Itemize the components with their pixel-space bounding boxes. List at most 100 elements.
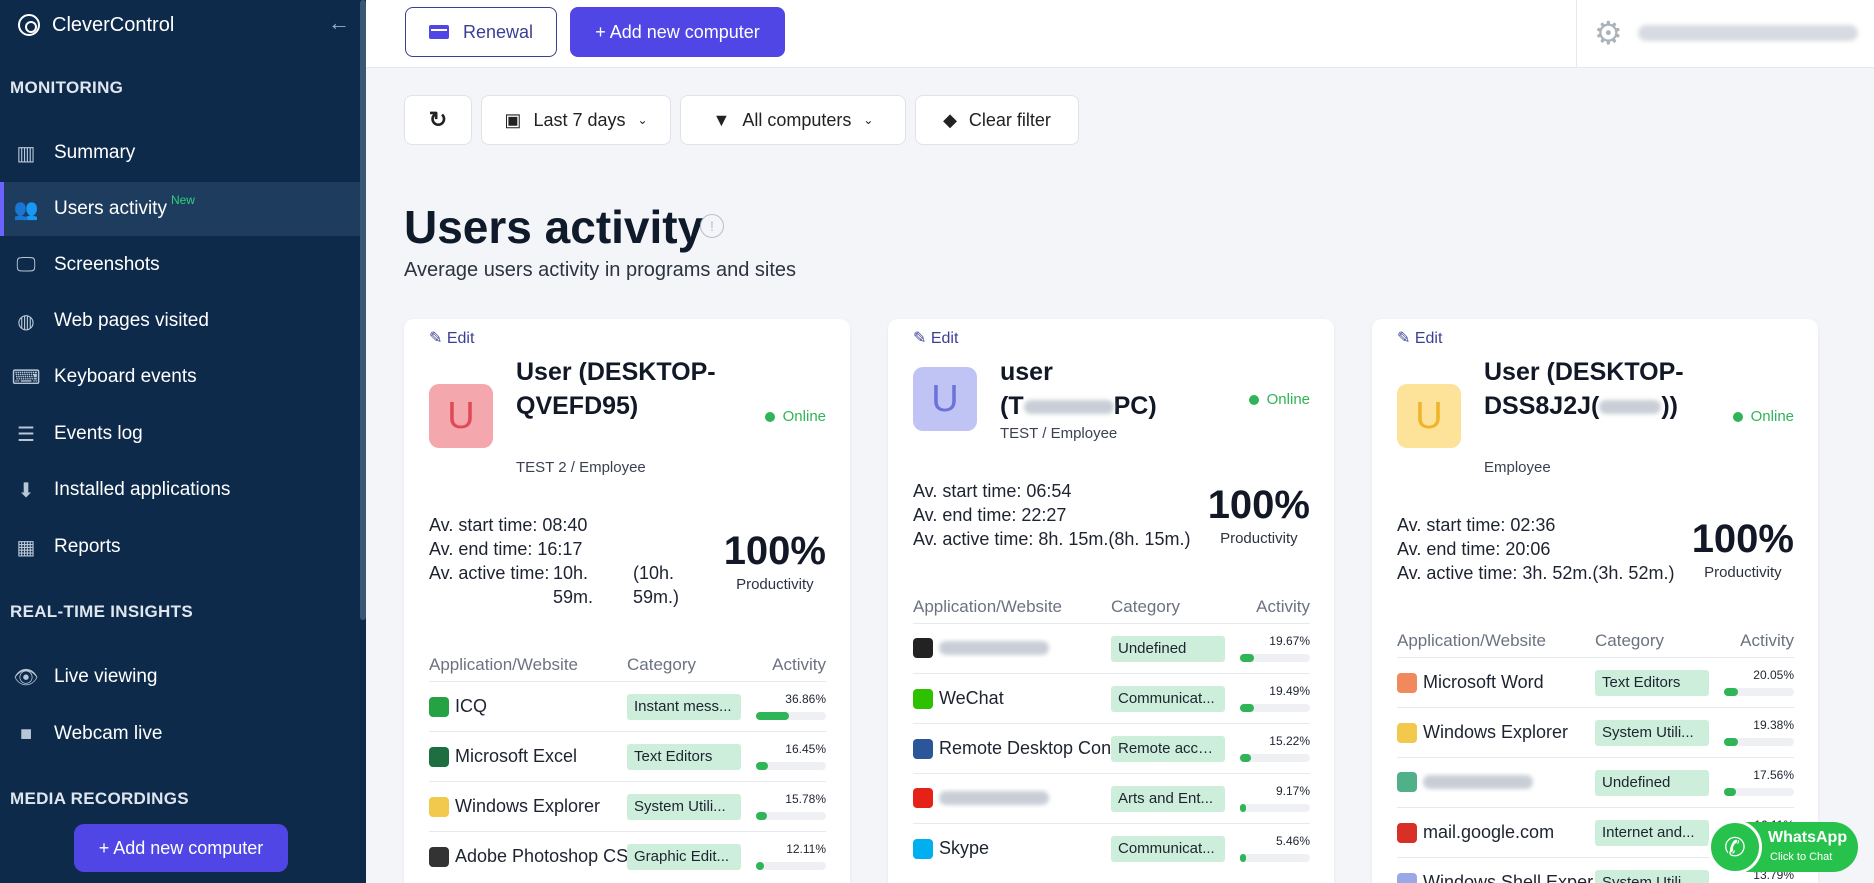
computers-filter[interactable]: ▼ All computers ⌄: [680, 95, 906, 145]
gear-icon[interactable]: ⚙: [1594, 15, 1623, 51]
download-box-icon: ⬇: [17, 479, 35, 502]
table-row[interactable]: Windows Explorer System Utili... 15.78%: [429, 781, 826, 831]
new-badge: New: [170, 193, 195, 207]
activity-value: 20.05%: [1753, 668, 1794, 682]
blurred-app-name: [1423, 775, 1533, 789]
folder-icon: [429, 796, 449, 817]
user-stats: Av. start time: 06:54 Av. end time: 22:2…: [913, 479, 1190, 551]
renewal-button[interactable]: Renewal: [405, 7, 557, 57]
collapse-arrow-icon[interactable]: ←: [328, 10, 350, 35]
user-email-blurred[interactable]: [1638, 25, 1858, 41]
sidebar-item-label: Web pages visited: [54, 310, 209, 331]
table-row[interactable]: WeChat Communicat... 19.49%: [913, 673, 1310, 723]
user-name: User (DESKTOP-QVEFD95): [516, 358, 716, 420]
sidebar-item-events-log[interactable]: ☰ Events log: [0, 407, 360, 461]
table-row[interactable]: Skype Communicat... 5.46%: [913, 823, 1310, 873]
sidebar-item-label: Summary: [54, 142, 136, 163]
topbar-divider: [1576, 0, 1577, 68]
end-time: Av. end time: 22:27: [913, 505, 1067, 525]
activity-bar-fill: [1240, 704, 1254, 712]
sidebar-item-reports[interactable]: ▦ Reports: [0, 520, 360, 574]
activity-bar-fill: [1724, 688, 1739, 696]
sidebar-item-label: Live viewing: [54, 666, 158, 687]
activity-bar-fill: [1724, 738, 1738, 746]
refresh-icon: ↻: [428, 107, 448, 132]
chevron-down-icon: ⌄: [863, 113, 874, 127]
category-badge: System Utili...: [627, 794, 741, 820]
app-icon: [1397, 772, 1417, 792]
grid-icon: ▦: [16, 536, 36, 559]
activity-value: 36.86%: [785, 692, 826, 706]
activity-bar: [756, 812, 826, 820]
category-badge: Text Editors: [627, 744, 741, 770]
sidebar-item-summary[interactable]: ▥ Summary: [0, 126, 360, 180]
add-computer-button[interactable]: + Add new computer: [570, 7, 785, 57]
folder-icon: [1397, 722, 1417, 743]
activity-bar-fill: [1240, 654, 1254, 662]
sidebar-item-web-pages[interactable]: ◍ Web pages visited: [0, 294, 360, 348]
skype-icon: [913, 838, 933, 859]
activity-value: 9.17%: [1275, 784, 1310, 798]
activity-bar: [1240, 754, 1310, 762]
productivity-value: 100%: [1691, 517, 1794, 561]
sidebar-item-screenshots[interactable]: 🖵 Screenshots: [0, 238, 360, 292]
credit-card-icon: [428, 25, 449, 39]
activity-value: 15.22%: [1269, 734, 1310, 748]
active-time-label: Av. active time:: [429, 563, 550, 583]
sidebar-item-users-activity[interactable]: 👥 Users activity New: [0, 182, 360, 236]
list-icon: ☰: [17, 423, 35, 446]
refresh-button[interactable]: ↻: [404, 95, 472, 145]
gmail-icon: [1397, 822, 1417, 843]
edit-link[interactable]: ✎ Edit: [1397, 330, 1443, 347]
sidebar-item-webcam-live[interactable]: ■ Webcam live: [0, 707, 360, 761]
table-row[interactable]: ICQ Instant mess... 36.86%: [429, 681, 826, 731]
sidebar-item-label: Keyboard events: [54, 366, 197, 387]
activity-value: 19.67%: [1269, 634, 1310, 648]
info-icon[interactable]: !: [700, 214, 724, 238]
table-row[interactable]: Adobe Photoshop CS Graphic Edit... 12.11%: [429, 831, 826, 881]
blurred-app-name: [939, 641, 1049, 655]
brand[interactable]: CleverControl: [18, 10, 174, 40]
clear-filter-button[interactable]: ◆ Clear filter: [915, 95, 1079, 145]
sidebar-scrollbar[interactable]: [360, 0, 366, 620]
video-camera-icon: ■: [19, 722, 33, 745]
sidebar-add-computer-button[interactable]: + Add new computer: [74, 824, 288, 872]
calendar-icon: ▣: [504, 109, 522, 130]
avatar: U: [913, 367, 977, 431]
table-row[interactable]: Microsoft Word Text Editors 20.05%: [1397, 657, 1794, 707]
sidebar-item-installed-apps[interactable]: ⬇ Installed applications: [0, 463, 360, 517]
blurred-app-name: [939, 791, 1049, 805]
sidebar-item-label: Webcam live: [54, 723, 163, 744]
activity-bar-fill: [756, 812, 768, 820]
activity-bar: [1240, 804, 1310, 812]
sidebar-item-live-viewing[interactable]: 👁 Live viewing: [0, 650, 360, 704]
edit-link[interactable]: ✎ Edit: [913, 330, 959, 347]
whatsapp-chat-button[interactable]: WhatsApp Click to Chat: [1708, 820, 1858, 874]
app-name: mail.google.com: [1397, 822, 1595, 843]
activity-bar: [1240, 854, 1310, 862]
sidebar-item-keyboard-events[interactable]: ⌨ Keyboard events: [0, 350, 360, 404]
table-row[interactable]: Undefined 17.56%: [1397, 757, 1794, 807]
page-subtitle: Average users activity in programs and s…: [404, 259, 797, 281]
table-row[interactable]: Microsoft Excel Text Editors 16.45%: [429, 731, 826, 781]
section-realtime: REAL-TIME INSIGHTS: [10, 602, 193, 621]
table-row[interactable]: Undefined 19.67%: [913, 623, 1310, 673]
user-tag: Employee: [1484, 459, 1551, 476]
start-time: Av. start time: 08:40: [429, 515, 588, 535]
user-card: ✎ Edit U User (DESKTOP- DSS8J2J()) Emplo…: [1372, 319, 1818, 883]
activity-value: 17.56%: [1753, 768, 1794, 782]
activity-bar-fill: [756, 762, 768, 770]
table-row[interactable]: Arts and Ent... 9.17%: [913, 773, 1310, 823]
edit-link[interactable]: ✎ Edit: [429, 330, 475, 347]
sidebar: CleverControl ← MONITORING ▥ Summary 👥 U…: [0, 0, 366, 883]
period-filter[interactable]: ▣ Last 7 days ⌄: [481, 95, 671, 145]
page-title: Users activity: [404, 201, 704, 253]
windows-shell-icon: [1397, 872, 1417, 883]
productivity-label: Productivity: [1220, 530, 1298, 547]
topbar: Renewal + Add new computer ⚙: [366, 0, 1874, 68]
table-row[interactable]: Windows Explorer System Utili... 19.38%: [1397, 707, 1794, 757]
table-row[interactable]: Remote Desktop Conn Remote acce... 15.22%: [913, 723, 1310, 773]
activity-bar: [756, 862, 826, 870]
category-badge: Instant mess...: [627, 694, 741, 720]
productivity-label: Productivity: [1704, 564, 1782, 581]
